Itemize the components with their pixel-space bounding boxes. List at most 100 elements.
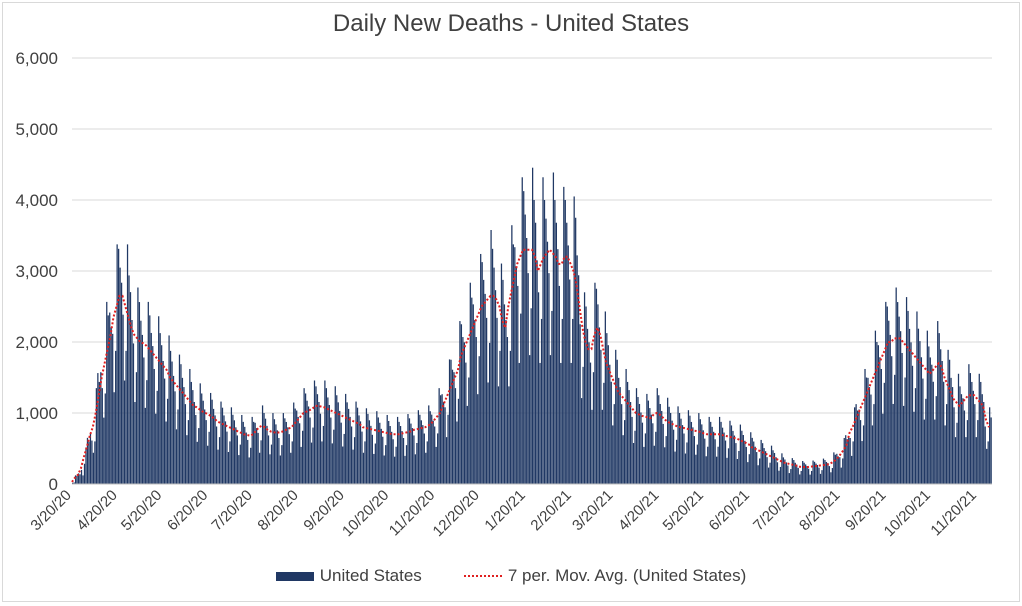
- bar: [342, 446, 344, 484]
- bar: [953, 407, 955, 484]
- bar: [469, 282, 471, 484]
- bar: [361, 431, 363, 484]
- bar: [555, 222, 558, 484]
- bar: [536, 260, 538, 484]
- bar: [447, 414, 449, 484]
- bar: [382, 436, 384, 484]
- bar: [901, 353, 903, 484]
- bar: [830, 472, 832, 484]
- bar: [484, 293, 486, 484]
- bar: [460, 324, 463, 484]
- bar: [891, 356, 893, 484]
- bar: [537, 292, 540, 484]
- bar: [969, 373, 972, 484]
- bar: [592, 372, 595, 484]
- bar: [394, 456, 396, 484]
- bar: [333, 429, 335, 484]
- bar: [606, 333, 608, 484]
- bar: [566, 222, 568, 484]
- bar: [118, 248, 120, 484]
- bar: [554, 200, 556, 484]
- bar: [349, 416, 351, 484]
- bar: [82, 475, 84, 484]
- bar: [815, 463, 817, 484]
- bar: [370, 425, 372, 484]
- bar: [417, 410, 420, 484]
- bar: [892, 403, 894, 484]
- bar: [707, 446, 709, 484]
- bar: [545, 218, 547, 484]
- bar: [808, 468, 810, 484]
- bar: [398, 421, 400, 484]
- bar: [486, 317, 488, 484]
- bar: [261, 405, 264, 484]
- x-tick-label: 3/20/21: [569, 487, 616, 534]
- bar: [128, 275, 130, 484]
- bar: [229, 441, 231, 484]
- bar: [303, 388, 305, 484]
- bar: [399, 426, 402, 484]
- bar: [940, 349, 942, 484]
- bar: [244, 426, 246, 484]
- bar: [177, 409, 179, 484]
- bar: [898, 316, 900, 484]
- bar: [629, 401, 632, 484]
- bar: [609, 364, 611, 484]
- x-tick-label: 5/20/20: [118, 487, 165, 534]
- bar: [739, 424, 742, 484]
- bar: [634, 430, 636, 484]
- bar: [689, 415, 691, 484]
- bar: [198, 428, 200, 484]
- bar: [233, 420, 236, 484]
- bar: [302, 430, 304, 484]
- bar: [269, 454, 271, 484]
- bar: [643, 446, 645, 484]
- bar: [254, 422, 256, 484]
- bar: [385, 445, 387, 484]
- bar: [425, 452, 427, 484]
- bar: [626, 381, 629, 484]
- bar: [471, 297, 473, 484]
- bar: [227, 451, 230, 484]
- bar: [239, 444, 241, 484]
- bar: [336, 395, 338, 484]
- bar: [346, 402, 348, 484]
- bar: [637, 397, 639, 484]
- bar: [724, 440, 727, 484]
- bar: [628, 390, 630, 484]
- bar: [580, 398, 583, 484]
- bar: [511, 225, 513, 484]
- bar: [284, 418, 286, 484]
- bar: [622, 435, 624, 484]
- bar: [477, 394, 479, 484]
- bar: [886, 306, 888, 484]
- bar: [821, 470, 823, 484]
- bar: [819, 473, 822, 484]
- bar: [828, 466, 831, 484]
- bar: [561, 318, 563, 484]
- bar: [567, 245, 569, 484]
- bar: [518, 362, 520, 484]
- bar: [825, 461, 828, 484]
- y-tick-label: 4,000: [15, 191, 58, 210]
- bar: [905, 297, 908, 484]
- bar: [285, 421, 287, 484]
- bar: [88, 441, 90, 484]
- bar: [690, 421, 693, 484]
- bar: [432, 420, 434, 484]
- bar: [101, 388, 103, 484]
- bar: [790, 469, 792, 484]
- bar: [646, 393, 648, 484]
- bar: [401, 431, 403, 484]
- bar: [714, 439, 716, 484]
- bar: [76, 476, 78, 484]
- bar: [641, 422, 644, 484]
- bar: [704, 438, 706, 484]
- bar: [683, 433, 685, 484]
- bar: [463, 342, 466, 484]
- bar: [365, 408, 368, 484]
- bar: [576, 255, 578, 484]
- bar: [313, 380, 316, 484]
- bar: [730, 425, 733, 484]
